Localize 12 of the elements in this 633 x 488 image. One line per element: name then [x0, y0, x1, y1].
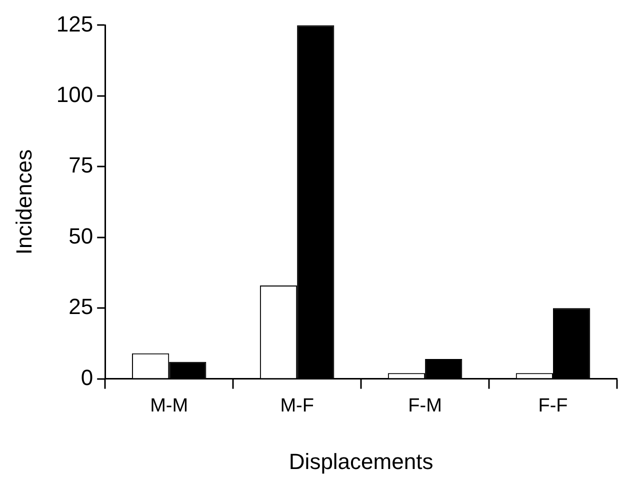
x-tick-label: M-F: [280, 395, 314, 416]
x-tick-label: F-F: [538, 395, 568, 416]
y-tick-label: 125: [56, 11, 94, 36]
y-tick-label: 100: [56, 82, 94, 107]
y-tick-label: 0: [80, 364, 94, 390]
x-tick-label: F-M: [408, 395, 442, 416]
x-axis-title: Displacements: [288, 448, 434, 474]
y-tick-label: 25: [68, 294, 94, 320]
y-tick-label: 75: [68, 152, 94, 178]
x-tick-label: M-M: [150, 395, 188, 416]
y-tick-label: 50: [68, 223, 94, 248]
y-axis-title: Incidences: [11, 149, 36, 255]
